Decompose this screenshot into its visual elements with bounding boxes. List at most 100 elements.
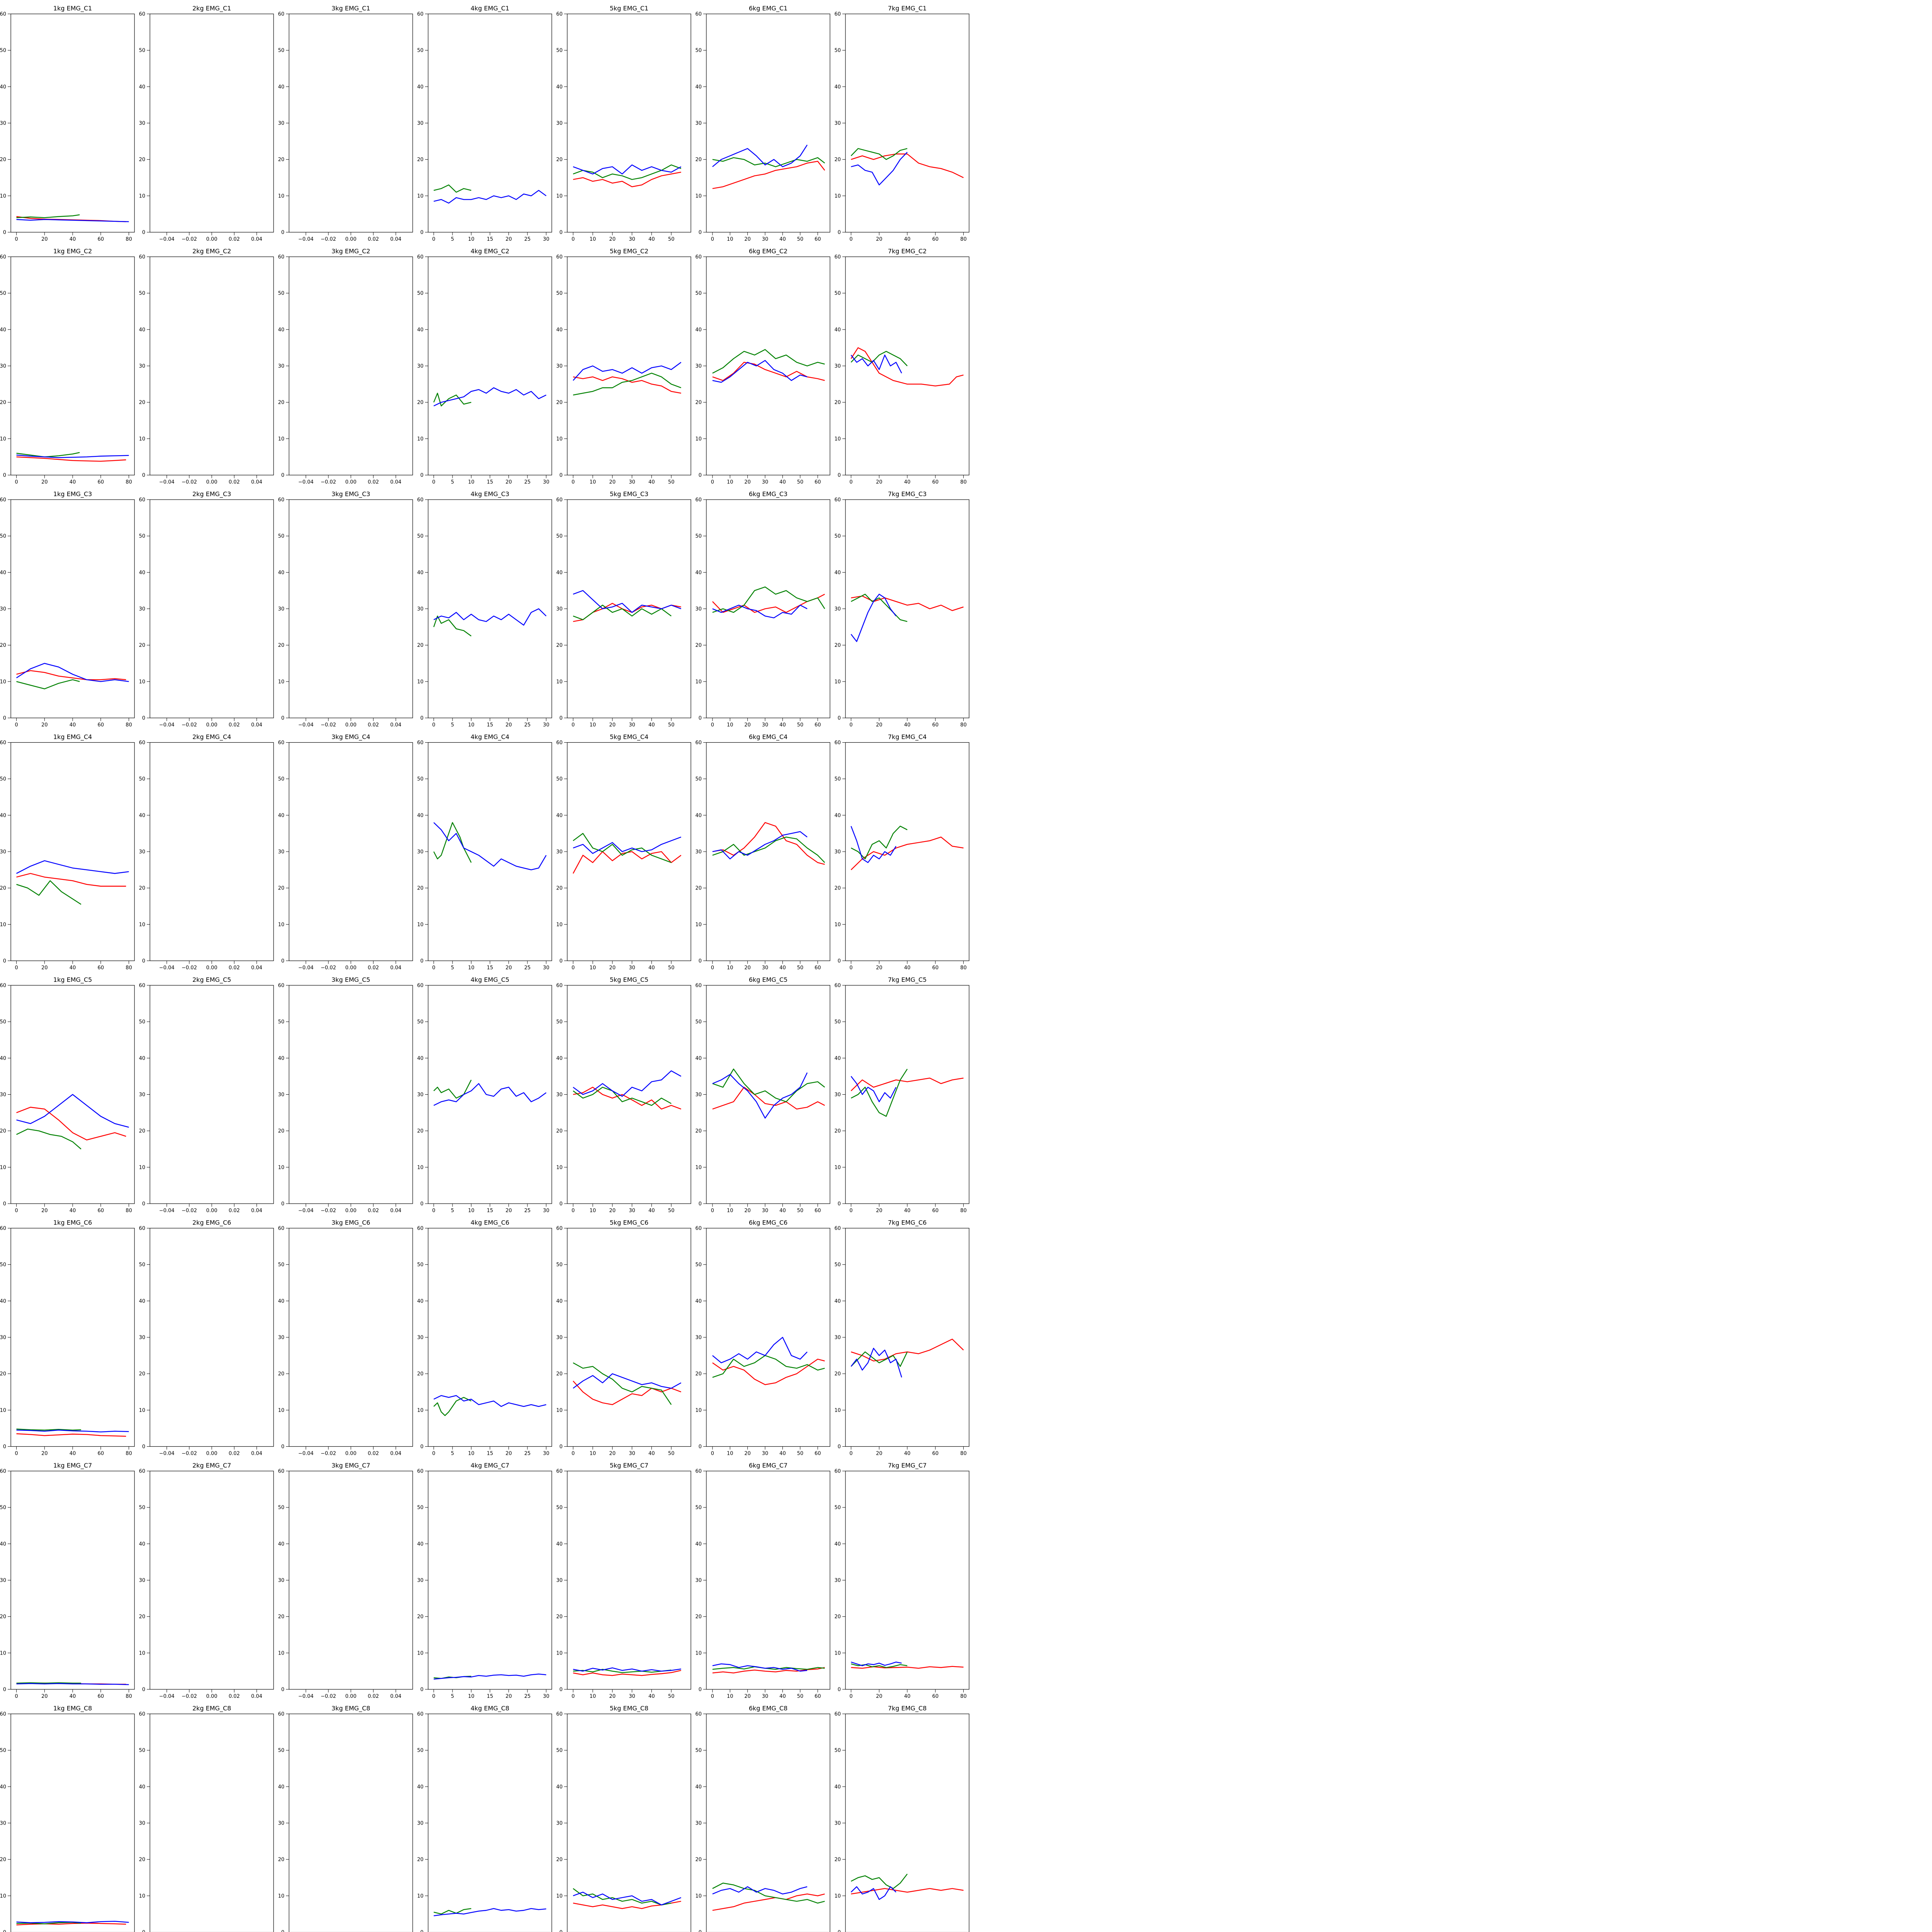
x-tick-label: 50 (668, 480, 675, 485)
x-tick-label: −0.02 (321, 1208, 336, 1214)
x-tick-label: 40 (779, 480, 786, 485)
axes-frame (428, 1714, 552, 1932)
y-tick-label: 20 (417, 1371, 423, 1377)
subplot-panel: 2kg EMG_C40102030405060−0.04 −0.02 0.00 0.0… (139, 733, 274, 971)
series-line-red (573, 1087, 681, 1109)
x-tick-label: 40 (648, 965, 655, 971)
panel-title: 6kg EMG_C8 (749, 1705, 787, 1713)
axes-frame (11, 1471, 134, 1689)
y-tick-label: 50 (834, 1748, 841, 1753)
y-tick-label: 50 (695, 291, 702, 296)
series-line-blue (434, 1674, 546, 1679)
y-tick-label: 50 (695, 48, 702, 54)
y-tick-label: 0 (420, 716, 423, 721)
panel-title: 4kg EMG_C7 (471, 1462, 509, 1469)
series-line-green (573, 833, 671, 862)
x-tick-label: −0.04 (298, 236, 314, 242)
x-tick-label: 80 (126, 1451, 132, 1457)
x-tick-label: 0 (432, 236, 435, 242)
y-tick-label: 40 (278, 1784, 284, 1790)
y-tick-label: 0 (838, 473, 841, 478)
x-tick-label: 0 (711, 1451, 714, 1457)
x-tick-label: 25 (524, 965, 531, 971)
x-tick-label: 80 (960, 1451, 967, 1457)
series-line-blue (851, 1076, 896, 1102)
y-tick-label: 20 (834, 1371, 841, 1377)
y-tick-label: 0 (699, 1930, 702, 1932)
y-tick-label: 0 (142, 1201, 145, 1207)
y-tick-label: 10 (556, 436, 563, 442)
panel-title: 6kg EMG_C1 (749, 5, 787, 12)
y-tick-label: 50 (834, 776, 841, 782)
y-tick-label: 30 (0, 849, 6, 855)
y-tick-label: 20 (139, 1371, 145, 1377)
y-tick-label: 40 (417, 813, 423, 818)
y-tick-label: 0 (699, 230, 702, 236)
y-tick-label: 30 (278, 849, 284, 855)
x-tick-label: −0.02 (182, 722, 197, 728)
x-tick-label: 10 (468, 1451, 474, 1457)
x-tick-label: 30 (762, 480, 769, 485)
y-tick-label: 30 (278, 1821, 284, 1827)
y-tick-label: 0 (281, 473, 284, 478)
y-tick-label: 20 (0, 643, 6, 648)
series-line-green (851, 1069, 908, 1116)
y-tick-label: 40 (695, 813, 702, 818)
y-tick-label: 40 (417, 1056, 423, 1061)
series-line-blue (573, 1374, 681, 1388)
panel-title: 4kg EMG_C2 (471, 248, 509, 255)
subplot-panel: 4kg EMG_C401020304050600 5 10 15 20 25 30 (417, 733, 552, 971)
y-tick-label: 40 (834, 1541, 841, 1547)
panel-title: 2kg EMG_C6 (192, 1219, 231, 1227)
y-tick-label: 60 (695, 12, 702, 17)
y-tick-label: 30 (834, 364, 841, 369)
x-tick-label: 30 (762, 1451, 769, 1457)
x-tick-label: 0 (571, 965, 575, 971)
y-tick-label: 0 (142, 1930, 145, 1932)
y-tick-label: 50 (0, 1748, 6, 1753)
y-tick-label: 30 (417, 364, 423, 369)
subplot-panel: 6kg EMG_C301020304050600 10 20 30 40 50 60 (695, 490, 830, 728)
x-tick-label: 40 (904, 722, 911, 728)
y-tick-label: 0 (699, 473, 702, 478)
y-tick-label: 40 (278, 1298, 284, 1304)
x-tick-label: −0.02 (182, 1208, 197, 1214)
x-tick-label: 0 (571, 722, 575, 728)
y-tick-label: 50 (695, 1748, 702, 1753)
subplot-panel: 2kg EMG_C70102030405060−0.04 −0.02 0.00 0.0… (139, 1462, 274, 1699)
series-line-green (713, 350, 825, 373)
x-tick-label: 20 (609, 965, 616, 971)
y-tick-label: 40 (834, 570, 841, 576)
y-tick-label: 20 (417, 886, 423, 891)
y-tick-label: 20 (695, 1857, 702, 1863)
y-tick-label: 10 (556, 1650, 563, 1656)
y-tick-label: 60 (834, 12, 841, 17)
x-tick-label: 0 (711, 965, 714, 971)
subplot-panel: 6kg EMG_C601020304050600 10 20 30 40 50 60 (695, 1219, 830, 1457)
y-tick-label: 30 (0, 1335, 6, 1341)
subplot-panel: 3kg EMG_C1 0 10 20 30 40 50 60 −0.04 −0.02 0.00 0.0… (278, 5, 413, 242)
series-line-red (851, 1078, 964, 1091)
y-tick-label: 30 (556, 1578, 563, 1583)
x-tick-label: 80 (960, 722, 967, 728)
y-tick-label: 50 (417, 776, 423, 782)
y-tick-label: 50 (139, 776, 145, 782)
y-tick-label: 40 (139, 1541, 145, 1547)
y-tick-label: 30 (695, 121, 702, 126)
y-tick-label: 30 (0, 121, 6, 126)
series-line-blue (713, 145, 807, 167)
series-line-blue (17, 219, 129, 222)
y-tick-label: 50 (0, 1262, 6, 1268)
panel-title: 7kg EMG_C3 (888, 490, 927, 498)
y-tick-label: 60 (695, 740, 702, 746)
y-tick-label: 50 (417, 1262, 423, 1268)
x-tick-label: 30 (543, 1451, 549, 1457)
x-tick-label: −0.04 (298, 1451, 314, 1457)
series-line-green (851, 1874, 908, 1889)
x-tick-label: 30 (543, 965, 549, 971)
series-line-red (573, 172, 681, 187)
x-tick-label: 60 (932, 1451, 939, 1457)
axes-frame (567, 500, 691, 718)
series-line-blue (434, 1396, 546, 1406)
